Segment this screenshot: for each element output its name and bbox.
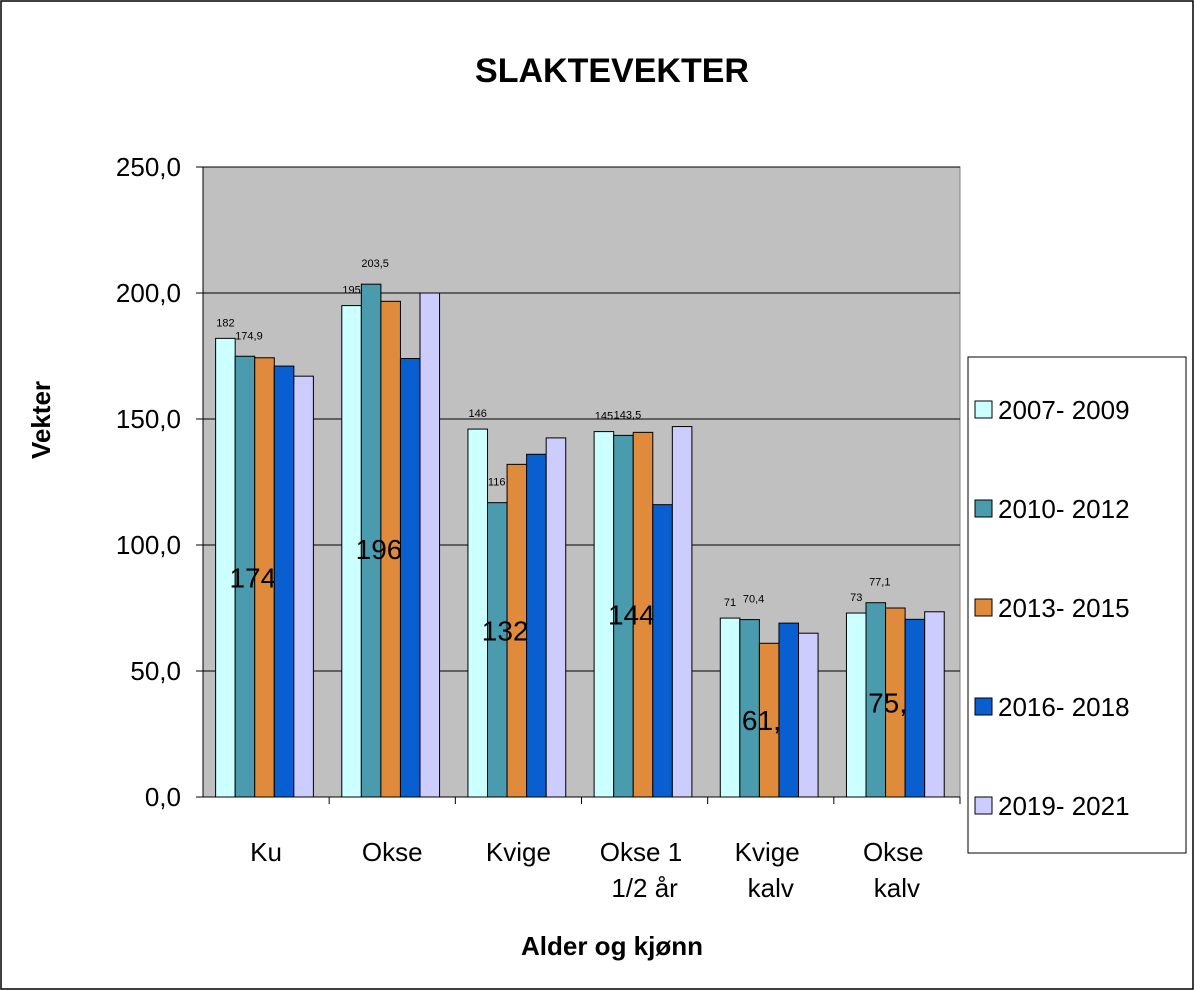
data-label: 145 [595,411,613,423]
x-axis-label: Alder og kjønn [521,931,703,961]
y-tick-label: 100,0 [116,530,181,560]
bar [273,365,295,798]
data-label: 146 [469,408,487,420]
chart-title: SLAKTEVEKTER [475,52,749,90]
legend-swatch [974,499,993,518]
bar [904,618,926,798]
legend-swatch [974,400,993,419]
bar [399,358,421,798]
x-tick-label: Kvige kalv [735,837,807,903]
y-tick-label: 150,0 [116,404,181,434]
legend-swatch [974,598,993,617]
bar [293,375,314,798]
x-tick-label: Okse [362,837,423,867]
bar [526,453,547,798]
plot-area [202,166,961,798]
data-label: 182 [216,317,234,329]
data-label: 71 [724,597,736,609]
bar [487,502,508,798]
y-tick-label: 250,0 [116,152,181,182]
legend-label: 2007- 2009 [998,395,1130,425]
data-label: 70,4 [743,594,764,606]
bar [545,437,567,798]
bar [671,426,693,798]
legend-label: 2019- 2021 [998,791,1130,821]
bar [652,504,673,798]
x-tick-label: Kvige [486,837,551,867]
y-tick-label: 50,0 [130,656,181,686]
bar [419,292,441,798]
legend-label: 2010- 2012 [998,494,1130,524]
data-label: 195 [342,285,360,297]
x-tick-label: Okse kalv [863,837,931,903]
legend-swatch [974,697,993,716]
legend-swatch [974,796,993,815]
legend-label: 2016- 2018 [998,692,1130,722]
bar [798,632,819,798]
y-axis-label: Vekter [26,381,56,459]
bar [924,611,945,798]
legend-box [967,356,1187,854]
bar [778,622,800,798]
bar [719,617,741,798]
data-label: 143,5 [614,409,642,421]
data-label: 203,5 [361,258,389,270]
x-tick-label: Okse 1 1/2 år [600,837,690,903]
bar [467,428,489,798]
y-tick-label: 0,0 [145,782,181,812]
data-label: 77,1 [869,577,890,589]
y-tick-label: 200,0 [116,278,181,308]
bar [845,612,867,798]
data-label: 73 [850,592,862,604]
x-tick-label: Ku [250,837,282,867]
data-label: 174,9 [235,330,263,342]
legend-label: 2013- 2015 [998,593,1130,623]
